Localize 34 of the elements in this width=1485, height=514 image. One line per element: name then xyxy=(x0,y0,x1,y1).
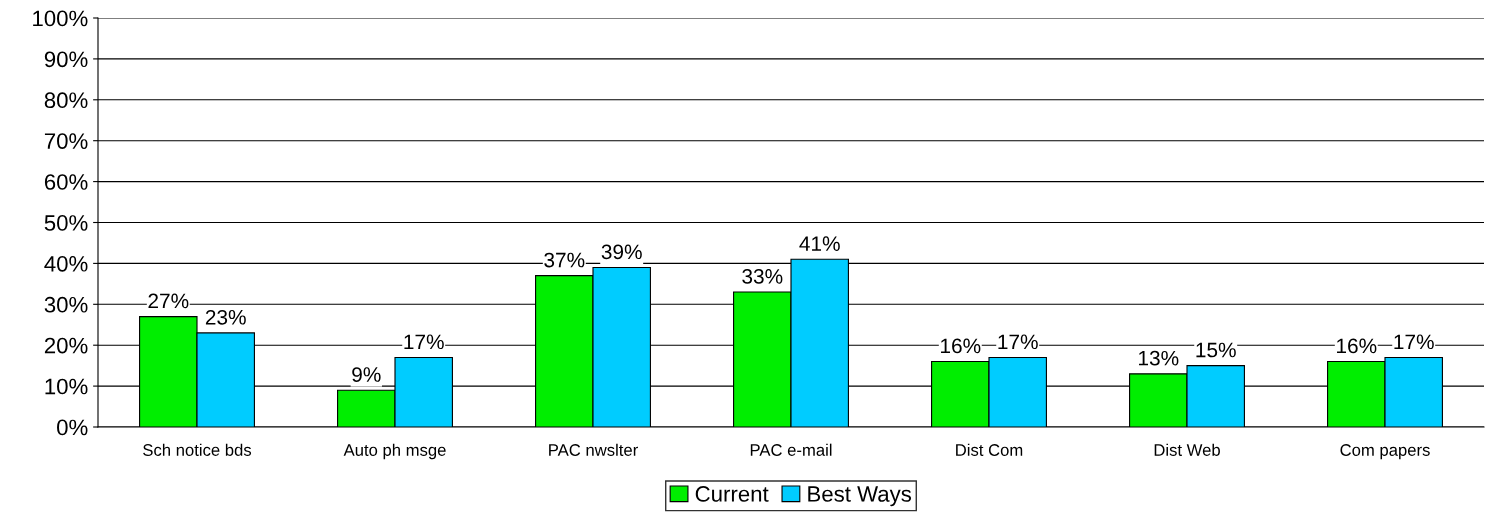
y-tick-label: 20% xyxy=(44,337,88,354)
y-tick-label: 60% xyxy=(44,174,88,190)
y-tick-label: 0% xyxy=(57,419,88,436)
text: 33% xyxy=(742,268,783,284)
x-tick-label: PAC nwslter xyxy=(549,443,638,456)
text: 17% xyxy=(998,334,1038,350)
legend-label: Current xyxy=(695,486,769,502)
y-tick-label: 50% xyxy=(44,215,88,231)
text: 27% xyxy=(148,293,189,309)
text: 17% xyxy=(404,334,444,350)
text: 15% xyxy=(1196,342,1236,358)
y-tick-label: 80% xyxy=(44,92,88,109)
y-tick-label: 10% xyxy=(45,378,88,395)
x-tick-label: Dist Web xyxy=(1154,443,1220,456)
y-tick-label: 40% xyxy=(44,255,88,272)
y-tick-label: 70% xyxy=(44,133,88,149)
x-tick-label: Com papers xyxy=(1340,444,1430,460)
y-tick-label: 30% xyxy=(44,296,88,313)
legend-label: Best Ways xyxy=(808,486,912,507)
text: 17% xyxy=(1394,334,1434,350)
text: 9% xyxy=(352,367,381,382)
text: 13% xyxy=(1139,350,1179,366)
text: 23% xyxy=(205,309,246,325)
y-tick-label: 90% xyxy=(44,51,88,68)
text: 16% xyxy=(941,338,981,354)
y-tick-label: 100% xyxy=(33,10,88,27)
x-tick-label: Dist Com xyxy=(956,443,1023,456)
x-tick-label: Sch notice bds xyxy=(143,443,252,456)
x-tick-label: PAC e-mail xyxy=(750,443,832,456)
text: 39% xyxy=(601,244,642,260)
text: 37% xyxy=(544,252,585,268)
text: 41% xyxy=(799,236,840,251)
text: 16% xyxy=(1337,338,1377,354)
x-tick-label: Auto ph msge xyxy=(343,443,446,460)
